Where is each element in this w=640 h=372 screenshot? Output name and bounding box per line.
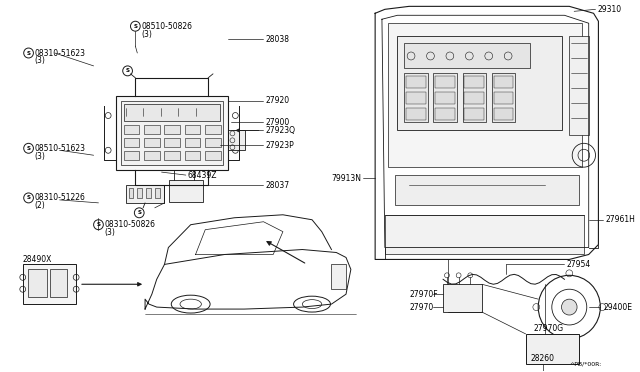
Bar <box>397 36 563 131</box>
Bar <box>493 92 513 104</box>
Bar <box>116 96 228 170</box>
Bar <box>465 76 484 88</box>
Bar <box>570 36 589 135</box>
Bar <box>28 269 47 297</box>
Bar <box>332 264 346 289</box>
Circle shape <box>561 299 577 315</box>
Bar <box>406 92 426 104</box>
Bar <box>525 334 579 364</box>
Bar <box>164 151 180 160</box>
Bar <box>185 151 200 160</box>
Bar <box>465 108 484 119</box>
Bar <box>185 138 200 147</box>
Bar <box>463 73 486 122</box>
Bar <box>228 131 245 150</box>
Bar <box>205 151 221 160</box>
Text: (3): (3) <box>141 30 152 39</box>
Bar <box>144 138 159 147</box>
Text: S: S <box>97 222 100 227</box>
Text: 08310-50826: 08310-50826 <box>104 220 156 229</box>
Text: 08510-51623: 08510-51623 <box>35 144 85 153</box>
Bar <box>406 76 426 88</box>
Text: 28260: 28260 <box>531 354 554 363</box>
Text: (3): (3) <box>35 152 45 161</box>
Bar <box>493 76 513 88</box>
Text: ^PB/*00R:: ^PB/*00R: <box>569 362 602 367</box>
Text: S: S <box>27 51 31 55</box>
Text: 79913N: 79913N <box>332 174 362 183</box>
Text: 28490X: 28490X <box>23 255 52 264</box>
Bar <box>404 43 531 68</box>
Text: S: S <box>137 210 141 215</box>
Text: 08510-50826: 08510-50826 <box>141 22 192 31</box>
Text: 27900: 27900 <box>266 118 290 127</box>
Bar <box>404 73 428 122</box>
Text: 27920: 27920 <box>266 96 289 105</box>
Text: 08310-51623: 08310-51623 <box>35 48 85 58</box>
Bar <box>406 108 426 119</box>
Bar <box>493 108 513 119</box>
Text: S: S <box>27 146 31 151</box>
Text: (2): (2) <box>35 201 45 210</box>
Bar <box>144 125 159 134</box>
Bar <box>124 151 140 160</box>
Bar <box>50 269 67 297</box>
Bar <box>435 92 455 104</box>
Text: 29400E: 29400E <box>604 302 632 312</box>
Bar <box>124 104 220 122</box>
Text: 28038: 28038 <box>266 35 289 44</box>
Bar <box>121 101 223 165</box>
Text: 27970F: 27970F <box>409 290 438 299</box>
Bar <box>205 138 221 147</box>
Bar <box>129 188 133 198</box>
Text: 68439Z: 68439Z <box>188 171 217 180</box>
Bar <box>465 92 484 104</box>
Text: 27970: 27970 <box>409 302 433 312</box>
Bar <box>185 125 200 134</box>
Bar <box>433 73 457 122</box>
Bar <box>124 125 140 134</box>
Text: S: S <box>133 24 138 29</box>
Bar <box>170 180 204 202</box>
Bar <box>124 138 140 147</box>
Text: S: S <box>125 68 129 73</box>
Bar <box>125 185 164 203</box>
Text: 27954: 27954 <box>566 260 591 269</box>
Bar <box>144 151 159 160</box>
Text: 27961H: 27961H <box>605 215 635 224</box>
Bar <box>146 188 151 198</box>
Bar <box>394 175 579 205</box>
Bar <box>138 188 142 198</box>
Bar <box>385 215 584 254</box>
Text: S: S <box>27 195 31 201</box>
Text: 27970G: 27970G <box>533 324 563 333</box>
Bar <box>435 76 455 88</box>
Bar <box>164 125 180 134</box>
Bar <box>205 125 221 134</box>
Bar <box>23 264 76 304</box>
Text: 27923P: 27923P <box>266 141 294 150</box>
Bar <box>435 108 455 119</box>
Bar <box>492 73 515 122</box>
Bar <box>388 23 582 167</box>
Bar <box>443 284 482 312</box>
Text: 27923Q: 27923Q <box>266 126 296 135</box>
Text: (3): (3) <box>35 57 45 65</box>
Text: 08310-51226: 08310-51226 <box>35 193 85 202</box>
Text: (3): (3) <box>104 228 115 237</box>
Bar <box>164 138 180 147</box>
Bar <box>155 188 159 198</box>
Text: 29310: 29310 <box>598 5 621 14</box>
Text: 28037: 28037 <box>266 180 289 189</box>
